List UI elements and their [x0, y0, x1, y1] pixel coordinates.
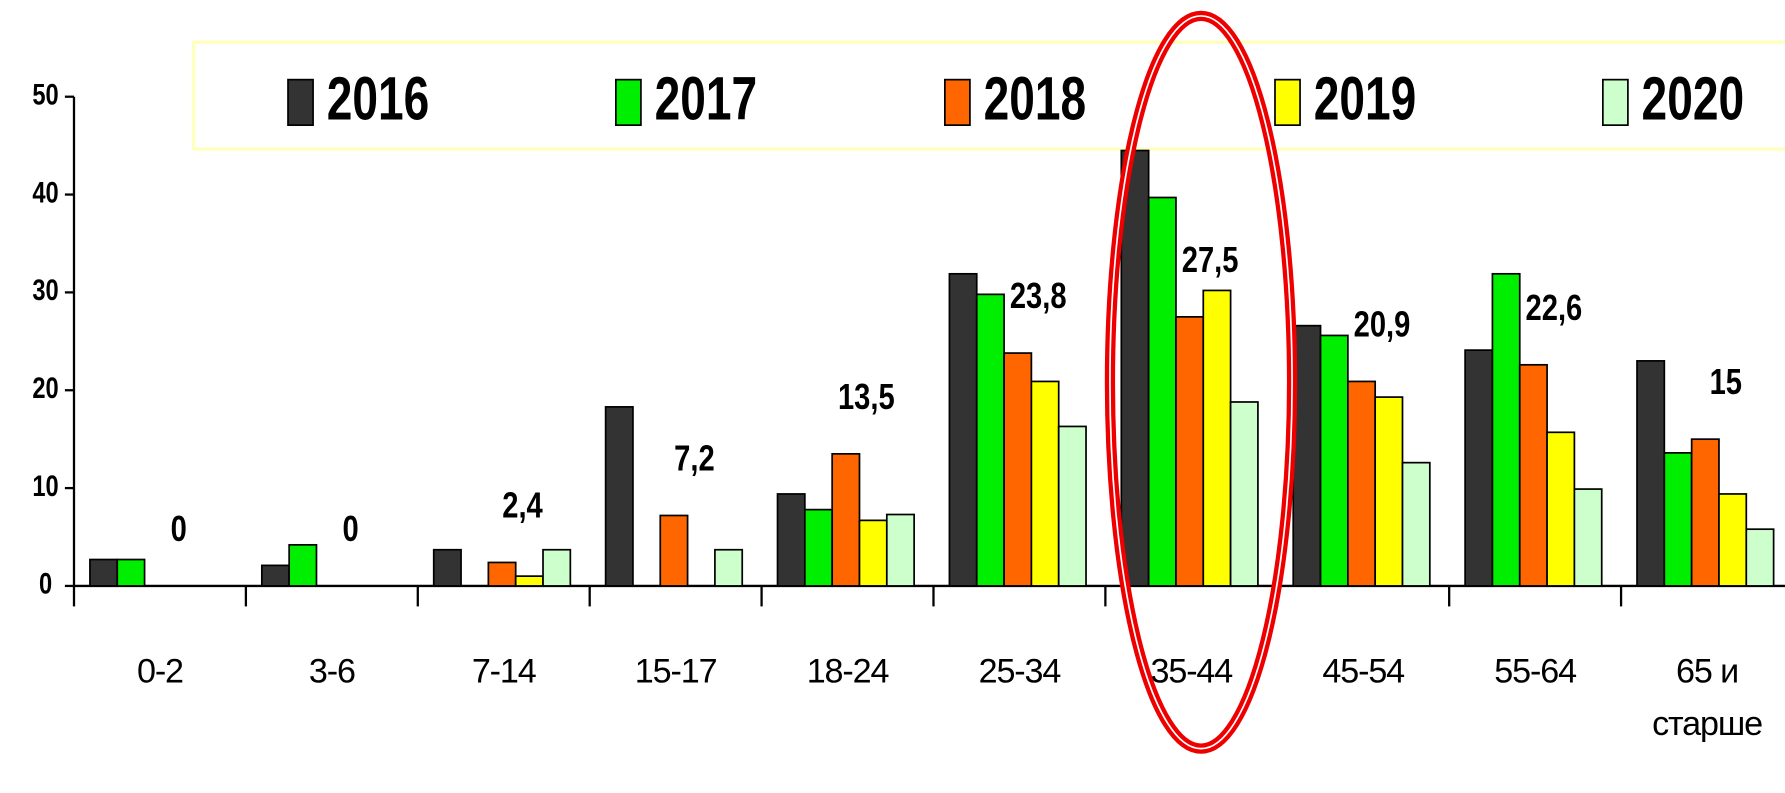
bar — [803, 508, 834, 587]
bar — [1202, 289, 1232, 587]
bar — [831, 452, 861, 587]
bar — [1347, 380, 1377, 587]
bar — [714, 548, 744, 587]
bar — [1319, 334, 1349, 587]
bar — [1491, 272, 1521, 587]
bar — [1663, 452, 1693, 587]
bar — [1057, 425, 1087, 587]
y-tick-label: 10 — [32, 469, 58, 502]
x-tick-label: 0-2 — [136, 653, 184, 691]
x-tick-label-box: 65 и старше — [1652, 653, 1763, 743]
x-tick-label-box: 18-24 — [806, 653, 890, 691]
bar — [288, 543, 318, 587]
x-tick-label-box: 35-44 — [1150, 653, 1233, 691]
x-tick-label: 65 и старше — [1652, 653, 1763, 743]
bar — [1120, 149, 1150, 587]
bar — [1573, 488, 1603, 587]
bar — [659, 514, 689, 587]
bar — [885, 513, 915, 587]
bar — [1546, 431, 1576, 587]
x-tick-label-box: 0-2 — [136, 653, 184, 691]
x-tick-label-box: 55-64 — [1494, 653, 1577, 691]
highlight-ellipse-inner — [1109, 15, 1293, 750]
bar — [487, 561, 517, 587]
legend-swatch — [1602, 78, 1629, 127]
x-tick-label: 25-34 — [978, 653, 1062, 691]
x-tick-label: 45-54 — [1322, 653, 1405, 691]
y-tick-label: 50 — [32, 78, 58, 111]
bar — [1718, 493, 1748, 587]
bar — [514, 575, 544, 587]
bar — [975, 293, 1005, 587]
bar — [116, 558, 146, 587]
y-tick-label: 30 — [32, 274, 58, 307]
data-label: 13,5 — [838, 376, 895, 417]
y-tick-label: 40 — [32, 176, 58, 209]
bar — [776, 493, 806, 587]
bar — [604, 406, 634, 587]
bar — [1518, 363, 1548, 587]
y-tick-label: 20 — [32, 372, 58, 405]
bar — [542, 548, 572, 587]
legend-label: 2018 — [984, 64, 1087, 133]
bar — [1374, 396, 1404, 587]
y-tick-label: 0 — [39, 567, 52, 600]
x-tick-label-box: 45-54 — [1322, 653, 1405, 691]
data-label: 2,4 — [502, 484, 543, 525]
bar — [1229, 401, 1259, 587]
x-tick-label: 35-44 — [1150, 653, 1233, 691]
x-tick-label: 7-14 — [471, 653, 537, 691]
legend-label: 2016 — [327, 64, 430, 133]
legend-swatch — [944, 78, 971, 127]
bar — [260, 564, 291, 587]
bar — [1464, 349, 1494, 587]
data-label: 27,5 — [1182, 239, 1239, 280]
data-label: 0 — [343, 508, 359, 549]
bar — [858, 519, 888, 587]
bar — [1175, 316, 1205, 587]
data-label: 23,8 — [1010, 275, 1067, 316]
x-tick-label: 3-6 — [308, 653, 356, 691]
bar — [89, 558, 119, 587]
x-tick-label-box: 15-17 — [634, 653, 718, 691]
legend-label: 2019 — [1314, 64, 1417, 133]
bar — [1745, 528, 1775, 587]
data-label: 20,9 — [1354, 303, 1411, 344]
bar — [948, 272, 978, 587]
data-label: 7,2 — [674, 437, 715, 478]
x-tick-label: 18-24 — [806, 653, 890, 691]
legend-box — [191, 40, 1785, 151]
x-tick-label-box: 3-6 — [308, 653, 356, 691]
data-label: 15 — [1710, 361, 1742, 402]
legend-label: 2017 — [655, 64, 758, 133]
bar — [432, 548, 462, 587]
bar — [1003, 352, 1033, 587]
legend-swatch — [615, 78, 642, 127]
legend-label: 2020 — [1642, 64, 1745, 133]
x-tick-label-box: 7-14 — [471, 653, 537, 691]
bar — [1636, 360, 1666, 587]
x-tick-label: 55-64 — [1494, 653, 1577, 691]
bar — [1030, 380, 1060, 587]
x-tick-label-box: 25-34 — [978, 653, 1062, 691]
bar — [1292, 324, 1322, 587]
data-label: 22,6 — [1526, 287, 1583, 328]
x-tick-label: 15-17 — [634, 653, 718, 691]
bar — [1147, 196, 1177, 587]
legend-swatch — [1274, 78, 1301, 127]
legend-swatch — [287, 78, 314, 127]
bar — [1401, 461, 1431, 587]
bar — [1690, 438, 1720, 587]
data-label: 0 — [171, 508, 187, 549]
